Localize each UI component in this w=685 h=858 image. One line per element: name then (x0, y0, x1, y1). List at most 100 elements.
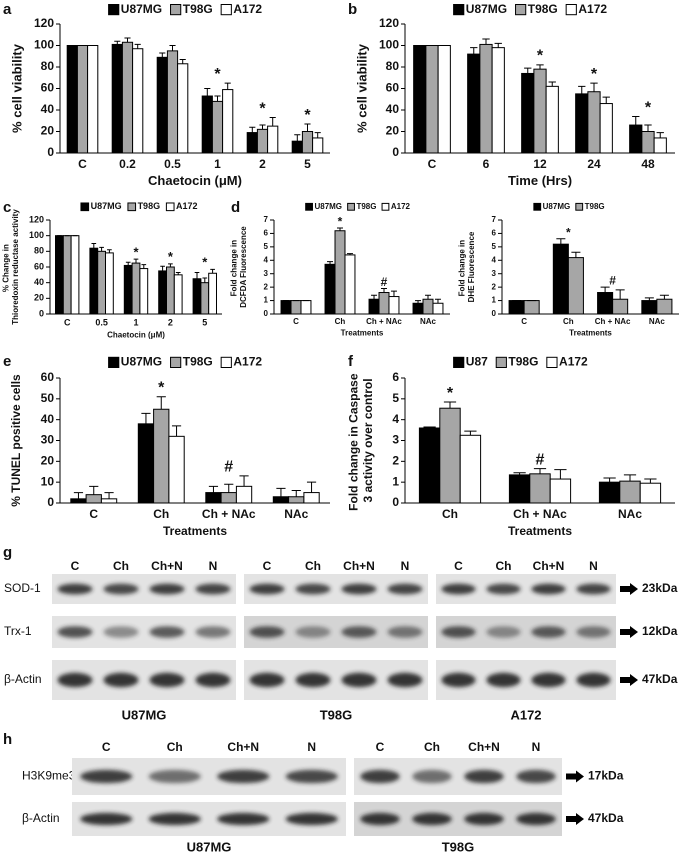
band (195, 626, 231, 638)
legend-swatch (453, 4, 465, 16)
legend-label: T98G (183, 355, 213, 369)
y-axis-title: Fold change in Caspase 3 activity over c… (347, 370, 375, 511)
lane-label: Ch+N (468, 740, 500, 754)
error-bar (114, 40, 121, 45)
y-tick-label: 1 (492, 296, 497, 305)
error-bar (169, 45, 176, 51)
error-bar (371, 294, 378, 300)
chart-panel: d 0 1 2 3 4 5 6 7 C Ch * Ch + NAc # NAc Treatments Fold … (230, 199, 450, 337)
band (295, 672, 331, 688)
y-axis-title: Fold change in DHE Fluorescence (458, 231, 477, 302)
band (576, 672, 611, 688)
significance-mark: * (591, 66, 598, 83)
error-bar (269, 117, 276, 127)
y-tick-label: 100 (379, 38, 399, 52)
bar (508, 300, 525, 315)
y-tick-label: 0 (47, 495, 54, 509)
legend-label: U87MG (121, 355, 162, 369)
bar (222, 89, 234, 154)
error-bar (214, 95, 221, 102)
band (516, 812, 556, 826)
lane-label: C (71, 559, 80, 573)
y-tick-label: 3 (264, 269, 269, 278)
lane-label: N (532, 740, 541, 754)
band (441, 672, 476, 688)
x-tick-label: C (78, 157, 87, 171)
blot-panel: h H3K9me3 17kDa β-Actin 47kDa C Ch Ch+N N U87MG C C… (3, 731, 624, 854)
error-bar (571, 251, 581, 258)
bar (123, 264, 133, 315)
y-tick-label: 20 (41, 124, 55, 138)
chart-panel: 0 1 2 3 4 5 6 7 C Ch * Ch + NAc # NAc Treatments Fold c… (458, 202, 679, 337)
chart-panel: e 0 10 20 30 40 50 60 C Ch * Ch + NAc # NAc Treatments… (3, 353, 330, 538)
bar (437, 45, 451, 154)
x-tick-label: C (64, 317, 71, 327)
panel-label: d (231, 199, 240, 216)
significance-mark: * (259, 100, 266, 117)
legend-swatch (108, 356, 120, 368)
significance-mark: * (338, 215, 343, 229)
error-bar (533, 468, 547, 474)
y-tick-label: 60 (41, 81, 55, 95)
y-tick-label: 80 (41, 59, 55, 73)
error-bar (224, 483, 234, 493)
error-bar (141, 264, 147, 269)
band (486, 626, 521, 638)
bar (378, 292, 390, 315)
x-tick-label: NAc (649, 317, 666, 326)
band (387, 672, 423, 688)
y-tick-label: 4 (264, 255, 269, 264)
band (103, 672, 139, 688)
band (464, 769, 504, 784)
legend-label: A172 (233, 355, 262, 369)
bar (368, 298, 380, 315)
legend-swatch (305, 202, 313, 211)
chart-panel: f 0 1 2 3 4 5 6 Ch * Ch + NAc # NAc Treatments Fold ch… (347, 353, 675, 538)
bar (388, 296, 400, 315)
y-tick-label: 40 (34, 277, 44, 287)
band-size: 12kDa (642, 624, 678, 638)
x-axis-title: Time (Hrs) (508, 173, 572, 188)
x-tick-label: C (521, 317, 527, 326)
x-tick-label: 2 (168, 317, 173, 327)
bar (653, 137, 667, 154)
cell-line-label: U87MG (187, 839, 232, 854)
significance-mark: * (566, 225, 571, 239)
lane-label: Ch+N (533, 559, 565, 573)
legend-swatch (533, 202, 542, 211)
y-tick-label: 40 (41, 102, 55, 116)
error-bar (554, 469, 567, 480)
legend-swatch (347, 202, 355, 211)
x-tick-label: 2 (259, 157, 266, 171)
x-tick-label: 1 (214, 157, 221, 171)
y-tick-label: 120 (29, 214, 44, 224)
band (341, 626, 377, 638)
panel-label: a (3, 1, 12, 18)
error-bar (104, 492, 114, 499)
cell-line-label: T98G (442, 839, 475, 854)
bar (166, 50, 179, 154)
error-bar (615, 289, 625, 300)
y-tick-label: 6 (264, 229, 269, 238)
x-axis-title: Treatments (508, 524, 572, 538)
error-bar (259, 124, 266, 130)
y-tick-label: 2 (392, 454, 399, 468)
band (387, 626, 423, 638)
y-tick-label: 80 (386, 59, 400, 73)
significance-mark: * (133, 244, 139, 259)
bar (267, 125, 279, 154)
y-tick-label: 20 (386, 124, 400, 138)
panel-label: e (3, 353, 11, 370)
x-tick-label: Ch + NAc (202, 507, 256, 521)
panel-label: h (3, 731, 12, 748)
lane-label: Ch (167, 740, 183, 754)
error-bar (204, 88, 211, 97)
bar (121, 41, 134, 154)
bar (153, 408, 170, 504)
error-bar (494, 42, 502, 48)
significance-mark: # (536, 451, 545, 468)
bar (272, 496, 290, 504)
y-tick-label: 4 (392, 412, 399, 426)
significance-mark: # (381, 275, 388, 289)
bar (422, 298, 434, 315)
